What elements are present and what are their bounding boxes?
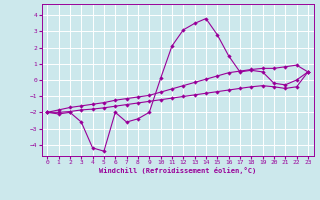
X-axis label: Windchill (Refroidissement éolien,°C): Windchill (Refroidissement éolien,°C)	[99, 167, 256, 174]
